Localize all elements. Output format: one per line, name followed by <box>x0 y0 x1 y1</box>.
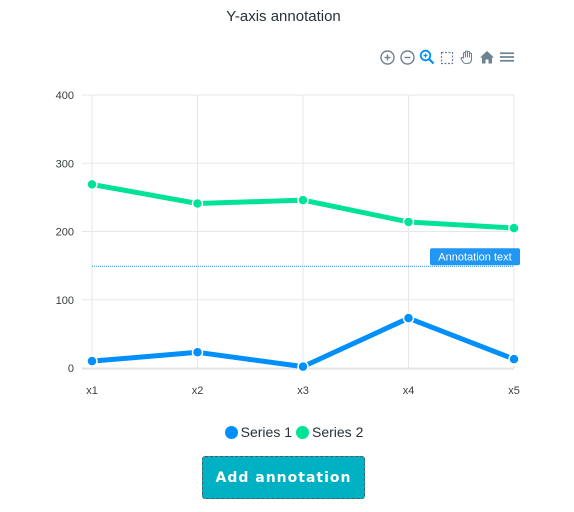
series-1-point <box>402 312 415 324</box>
home-icon[interactable] <box>479 49 495 65</box>
legend-item-series-1[interactable]: Series 1 <box>224 424 292 440</box>
series-2-point <box>508 222 520 234</box>
legend-marker-series-2 <box>296 425 309 439</box>
x-tick-label: x4 <box>403 385 415 397</box>
series-2-point <box>86 178 98 191</box>
legend-label-series-2: Series 2 <box>312 424 364 440</box>
x-tick-label: x1 <box>86 385 98 397</box>
series-1-point <box>191 346 204 359</box>
annotation-label: Annotation text <box>430 248 520 266</box>
legend-item-series-2[interactable]: Series 2 <box>296 424 363 440</box>
x-tick-label: x5 <box>508 385 520 397</box>
chart-legend: Series 1 Series 2 <box>0 424 574 440</box>
y-tick-label: 200 <box>56 227 74 239</box>
annotation-label-text: Annotation text <box>438 251 511 263</box>
pan-icon[interactable] <box>459 49 475 65</box>
y-tick-label: 100 <box>56 295 74 307</box>
zoom-in-icon[interactable] <box>379 49 395 65</box>
y-tick-label: 300 <box>56 158 74 170</box>
chart-title: Y-axis annotation <box>226 8 341 25</box>
series-1-point <box>297 360 309 373</box>
series-1-point <box>86 355 98 367</box>
annotation-label-box <box>430 248 520 266</box>
legend-marker-series-1 <box>224 425 238 439</box>
menu-icon[interactable] <box>499 49 515 65</box>
y-tick-label: 400 <box>56 90 74 102</box>
selection-icon[interactable] <box>439 49 455 65</box>
zoom-out-icon[interactable] <box>399 49 415 65</box>
series-2-point <box>402 216 415 228</box>
add-annotation-button[interactable]: Add annotation <box>202 456 365 499</box>
zoom-icon[interactable] <box>419 49 435 65</box>
line-chart: 0 100 200 300 400 x1 x2 x3 x4 x5 Annotation text <box>56 90 520 397</box>
x-tick-label: x2 <box>192 385 204 397</box>
legend-label-series-1: Series 1 <box>240 424 292 440</box>
series-2-point <box>191 197 204 210</box>
chart-toolbar <box>379 47 515 67</box>
series-1-point <box>508 353 520 365</box>
series-2-point <box>297 194 309 206</box>
x-tick-label: x3 <box>297 385 309 397</box>
y-tick-label: 0 <box>68 363 74 375</box>
